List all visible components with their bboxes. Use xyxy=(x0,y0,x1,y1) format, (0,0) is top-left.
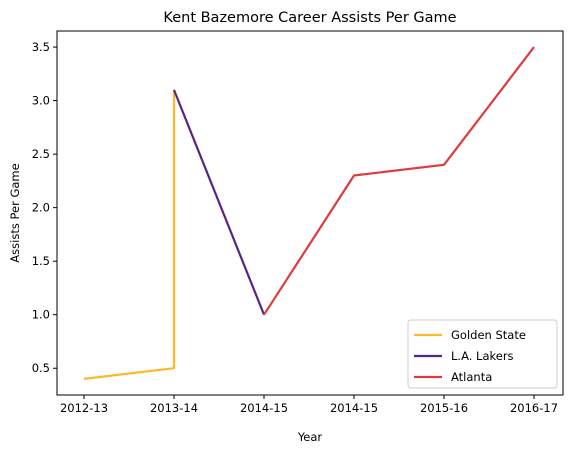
y-tick-label: 0.5 xyxy=(32,361,50,375)
x-tick-label: 2012-13 xyxy=(60,401,108,415)
legend-label-golden-state: Golden State xyxy=(451,328,526,342)
y-tick-label: 2.5 xyxy=(32,147,50,161)
series-line-l-a-lakers xyxy=(172,89,266,316)
series-line-atlanta xyxy=(263,46,535,316)
legend-frame xyxy=(407,319,558,389)
x-tick-label: 2015-16 xyxy=(420,401,468,415)
series-lines xyxy=(83,46,535,380)
y-tick-label: 3.5 xyxy=(32,40,50,54)
y-axis-ticks: 0.5 1.0 1.5 2.0 2.5 3.0 3.5 xyxy=(32,40,57,375)
chart-title: Kent Bazemore Career Assists Per Game xyxy=(163,10,456,26)
x-tick-label: 2016-17 xyxy=(510,401,558,415)
chart-legend: Golden State L.A. Lakers Atlanta xyxy=(407,319,558,389)
legend-label-atlanta: Atlanta xyxy=(451,370,492,384)
x-tick-label: 2014-15 xyxy=(330,401,378,415)
legend-label-l-a-lakers: L.A. Lakers xyxy=(451,349,514,363)
x-tick-label: 2014-15 xyxy=(240,401,288,415)
plot-frame xyxy=(56,30,564,396)
x-axis-ticks: 2012-13 2013-14 2014-15 2014-15 2015-16 2016-… xyxy=(60,395,558,415)
y-tick-label: 2.0 xyxy=(32,201,50,215)
x-tick-label: 2013-14 xyxy=(150,401,198,415)
y-tick-label: 1.5 xyxy=(32,254,50,268)
series-line-golden-state xyxy=(83,89,176,380)
y-tick-label: 3.0 xyxy=(32,94,50,108)
y-axis-label: Assists Per Game xyxy=(8,163,22,262)
x-axis-label: Year xyxy=(297,430,323,444)
y-tick-label: 1.0 xyxy=(32,308,50,322)
